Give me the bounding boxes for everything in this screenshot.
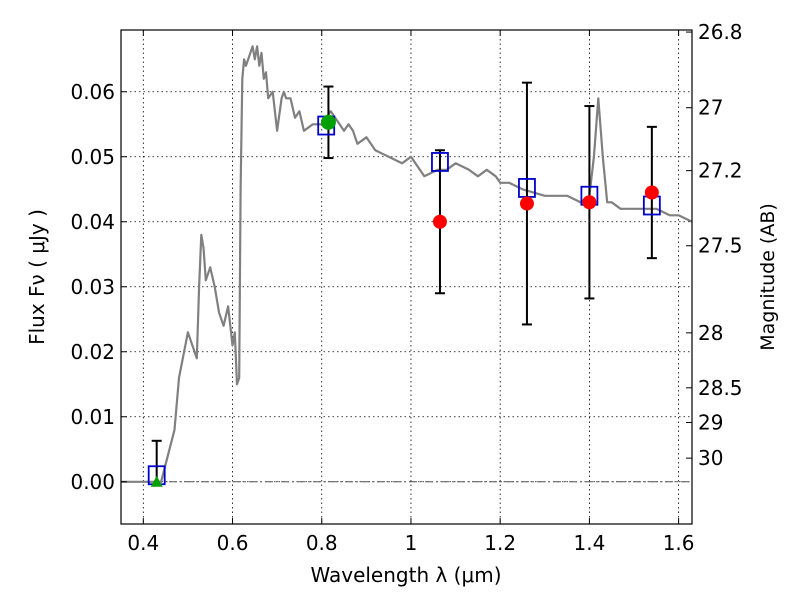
- y-tick-label: 0.02: [70, 340, 115, 364]
- mag-tick-label: 27.2: [698, 159, 743, 183]
- observed-optical-point: [320, 114, 336, 130]
- x-tick-label: 1.2: [484, 531, 516, 555]
- x-tick-label: 0.6: [217, 531, 249, 555]
- plot-frame: [120, 29, 693, 525]
- mag-tick-label: 28: [698, 321, 723, 345]
- x-tick-label: 1.4: [573, 531, 605, 555]
- grid: [121, 30, 692, 524]
- y-tick-label: 0.00: [70, 470, 115, 494]
- mag-tick-label: 26.8: [698, 20, 743, 44]
- model-spectrum-line: [121, 45, 693, 483]
- y-tick-label: 0.01: [70, 405, 115, 429]
- observed-point: [432, 214, 447, 229]
- mag-tick-label: 27.5: [698, 234, 743, 258]
- y-tick-label: 0.06: [70, 80, 115, 104]
- x-tick-label: 0.4: [127, 531, 159, 555]
- x-tick-label: 1: [405, 531, 418, 555]
- y-tick-label: 0.04: [70, 210, 115, 234]
- mag-tick-label: 28.5: [698, 376, 743, 400]
- observed-points: [150, 114, 659, 487]
- mag-tick-label: 27: [698, 96, 723, 120]
- x-tick-label: 1.6: [663, 531, 695, 555]
- model-phot-square: [431, 152, 449, 172]
- y-tick-label: 0.03: [70, 275, 115, 299]
- mag-tick-label: 30: [698, 446, 723, 470]
- model-spectrum: [121, 45, 693, 483]
- observed-point: [644, 185, 659, 200]
- observed-point: [582, 195, 597, 210]
- y-tick-label: 0.05: [70, 145, 115, 169]
- x-tick-label: 0.8: [306, 531, 338, 555]
- y-axis-label: Flux Fν ( μJy ): [25, 209, 49, 345]
- observed-triangle: [150, 475, 163, 487]
- axis-ticks: [121, 30, 692, 524]
- tick-labels: 0.4 0.6 0.8 1 1.2 1.4 1.6 0.00 0.01 0.02 0.03 0.04 0…: [70, 20, 742, 555]
- observed-point: [519, 196, 534, 211]
- x-axis-label: Wavelength λ (μm): [310, 563, 501, 587]
- mag-tick-label: 29: [698, 410, 723, 434]
- y2-axis-label: Magnitude (AB): [757, 203, 779, 351]
